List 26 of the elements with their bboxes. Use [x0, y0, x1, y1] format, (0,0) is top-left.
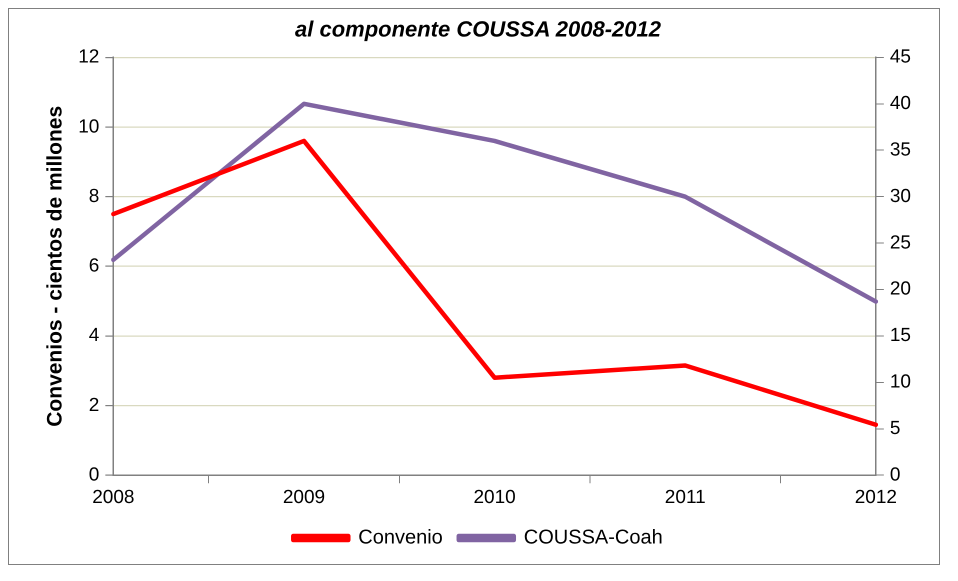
y2-tick-label: 0 [890, 464, 900, 486]
y-tick-label: 10 [78, 116, 100, 138]
y2-tick-label: 15 [890, 325, 912, 346]
y2-tick-label: 40 [890, 93, 912, 114]
y2-tick-label: 20 [890, 278, 912, 300]
x-tick-label: 2009 [282, 486, 326, 508]
x-tick-label: 2011 [664, 486, 706, 508]
y-tick-label: 8 [88, 186, 100, 207]
x-tick-label: 2012 [854, 486, 898, 508]
y2-tick-label: 5 [890, 418, 900, 440]
y2-tick-label: 30 [890, 186, 912, 207]
y2-tick-label: 10 [890, 372, 912, 393]
y-tick-label: 6 [88, 256, 100, 277]
y2-tick-label: 45 [890, 46, 912, 68]
legend-label: Convenio [358, 526, 443, 549]
y2-tick-label: 35 [890, 139, 912, 160]
y-axis-title: Convenios - cientos de millones [43, 106, 66, 427]
y-tick-label: 4 [88, 325, 100, 346]
y-tick-label: 2 [88, 394, 100, 416]
legend-label: COUSSA-Coah [524, 526, 663, 549]
chart-title: al componente COUSSA 2008-2012 [295, 16, 662, 42]
y-tick-label: 12 [78, 46, 100, 68]
y-tick-label: 0 [88, 464, 100, 486]
y2-tick-label: 25 [890, 232, 912, 254]
x-tick-label: 2010 [473, 486, 516, 508]
x-tick-label: 2008 [92, 486, 134, 508]
